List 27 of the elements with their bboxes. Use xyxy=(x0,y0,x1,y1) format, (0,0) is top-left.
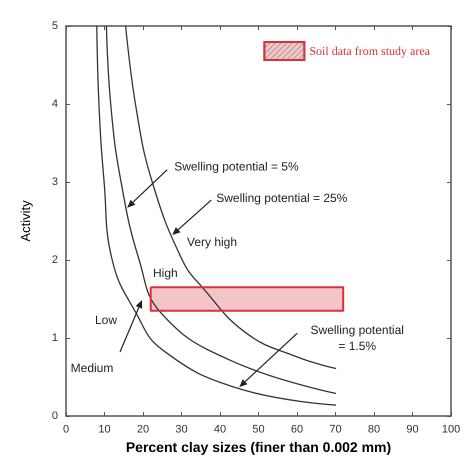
legend-label: Soil data from study area xyxy=(309,44,431,58)
x-tick-label: 10 xyxy=(98,424,111,436)
x-tick-label: 60 xyxy=(290,424,304,436)
annotation: Very high xyxy=(187,235,238,249)
x-tick-label: 30 xyxy=(175,424,188,436)
x-tick-label: 50 xyxy=(252,424,265,436)
x-tick-label: 100 xyxy=(442,424,460,436)
y-tick-label: 4 xyxy=(52,98,58,110)
x-tick-label: 90 xyxy=(406,424,419,436)
x-axis-title: Percent clay sizes (finer than 0.002 mm) xyxy=(126,438,392,455)
x-tick-label: 20 xyxy=(136,424,150,436)
annotation: Low xyxy=(95,313,118,327)
y-tick-label: 5 xyxy=(52,20,58,32)
annotation: Swelling potential = 25% xyxy=(216,191,348,206)
y-tick-label: 2 xyxy=(52,254,58,266)
annotation: Swelling potential = 5% xyxy=(174,160,299,174)
annotation: Medium xyxy=(70,361,114,375)
x-tick-label: 70 xyxy=(329,424,342,436)
x-tick-label: 0 xyxy=(62,424,70,436)
annotation: High xyxy=(153,266,178,280)
y-axis-title: Activity xyxy=(18,200,33,242)
x-tick-label: 40 xyxy=(214,424,226,436)
y-tick-label: 1 xyxy=(52,332,58,344)
x-tick-label: 80 xyxy=(368,424,380,436)
annotation: Swelling potential = 1.5% xyxy=(310,323,404,354)
y-tick-label: 3 xyxy=(52,176,58,188)
y-tick-label: 0 xyxy=(52,410,58,422)
